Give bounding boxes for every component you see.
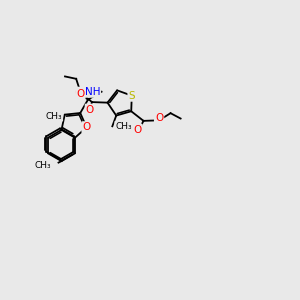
Text: O: O [82,122,91,132]
Text: S: S [128,91,135,101]
Text: O: O [155,113,163,123]
Text: O: O [86,105,94,115]
Text: NH: NH [85,87,100,97]
Text: CH₃: CH₃ [46,112,62,121]
Text: CH₃: CH₃ [115,122,132,131]
Text: O: O [133,124,142,135]
Text: CH₃: CH₃ [34,161,51,170]
Text: O: O [76,89,84,99]
Text: O: O [75,88,83,98]
